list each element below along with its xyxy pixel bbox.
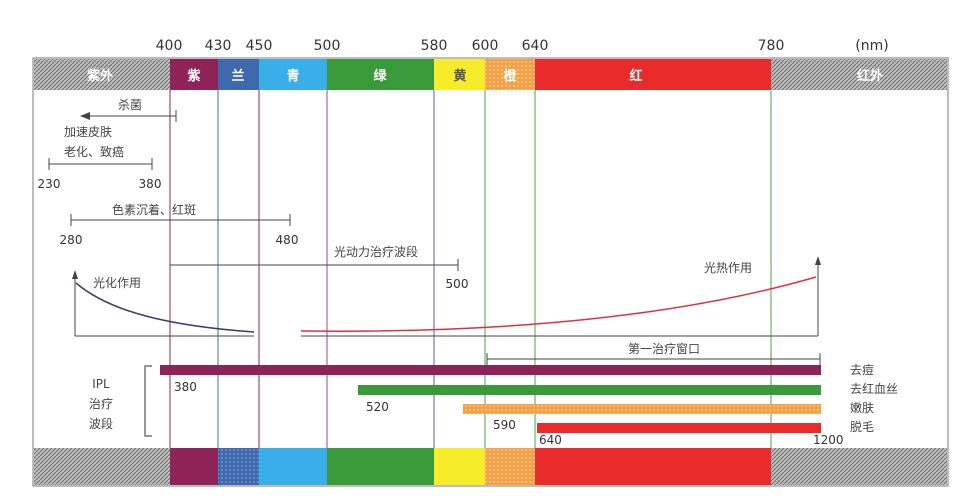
- aging-label-line1: 加速皮肤: [64, 124, 112, 139]
- ipl-label-line1: IPL: [92, 377, 110, 391]
- band-label-yellow: 黄: [453, 68, 466, 84]
- tick-580: 580: [421, 38, 448, 54]
- bottom-band-violet: [170, 448, 218, 485]
- band-indigo: [218, 59, 259, 90]
- ipl-label-line2: 治疗: [89, 397, 113, 411]
- sterilize-range: 杀菌: [80, 97, 177, 122]
- pigment-end: 480: [276, 233, 299, 247]
- ipl-label-line3: 波段: [89, 416, 113, 431]
- bottom-band-yellow: [434, 448, 485, 485]
- ipl-bar-hair-removal-end: 1200: [813, 433, 844, 447]
- first-window-range: 第一治疗窗口: [486, 342, 821, 365]
- pdt-range: 光动力治疗波段 500: [170, 244, 468, 291]
- photothermal-label: 光热作用: [704, 261, 752, 275]
- ipl-bar-rejuvenation-label: 嫩肤: [850, 400, 874, 415]
- band-label-indigo: 兰: [231, 68, 244, 84]
- band-label-green: 绿: [373, 68, 387, 84]
- tick-430: 430: [205, 38, 232, 54]
- band-ir: [771, 59, 947, 90]
- ipl-bar-rejuvenation-start: 590: [493, 418, 516, 432]
- band-label-orange: 橙: [503, 68, 517, 84]
- diagram-frame: [32, 57, 949, 487]
- bottom-band-indigo: [218, 448, 259, 485]
- ipl-bar-vessels-label: 去红血丝: [850, 381, 898, 396]
- tick-640: 640: [522, 38, 549, 54]
- first-window-label: 第一治疗窗口: [628, 342, 700, 356]
- band-violet: [170, 59, 218, 90]
- aging-end: 380: [139, 177, 162, 191]
- band-yellow: [434, 59, 485, 90]
- ipl-bar-rejuvenation: [463, 404, 821, 414]
- ipl-bar-hair-removal-start: 640: [539, 433, 562, 447]
- pdt-label: 光动力治疗波段: [334, 244, 418, 259]
- ipl-bar-acne-label: 去痘: [850, 362, 874, 377]
- band-cyan: [259, 59, 327, 90]
- ipl-bars: 380 去痘 520 去红血丝 590 嫩肤 640 1200 脱毛: [160, 362, 898, 447]
- ipl-bar-vessels-start: 520: [366, 400, 389, 414]
- bottom-spectrum-band: [34, 448, 947, 485]
- tick-500: 500: [314, 38, 341, 54]
- pigment-start: 280: [60, 233, 83, 247]
- tick-780: 780: [758, 38, 785, 54]
- photothermal-curve: 光热作用: [300, 256, 821, 337]
- aging-label-line2: 老化、致癌: [64, 144, 124, 159]
- photochem-curve: 光化作用: [72, 270, 255, 337]
- band-green: [327, 59, 434, 90]
- pigment-label: 色素沉着、红斑: [112, 202, 196, 217]
- bottom-band-orange: [485, 448, 535, 485]
- band-label-cyan: 青: [286, 68, 299, 84]
- photochem-label: 光化作用: [93, 276, 141, 290]
- aging-range: 加速皮肤 老化、致癌 230 380: [38, 124, 162, 191]
- ipl-group-label: IPL 治疗 波段: [89, 365, 152, 437]
- tick-400: 400: [156, 38, 183, 54]
- pdt-end: 500: [446, 277, 469, 291]
- bottom-band-uv: [34, 448, 170, 485]
- unit-label: (nm): [855, 38, 888, 54]
- band-label-red: 红: [629, 68, 642, 84]
- band-label-ir: 红外: [857, 68, 883, 84]
- bottom-band-cyan: [259, 448, 327, 485]
- bottom-band-ir: [771, 448, 947, 485]
- band-red: [535, 59, 771, 90]
- ipl-bar-acne-start: 380: [174, 380, 197, 394]
- aging-start: 230: [38, 177, 61, 191]
- bottom-band-green: [327, 448, 434, 485]
- band-uv: [34, 59, 170, 90]
- ipl-bar-acne: [160, 365, 821, 375]
- ipl-bar-vessels: [358, 385, 821, 395]
- band-orange: [485, 59, 535, 90]
- pigment-range: 色素沉着、红斑 280 480: [60, 202, 299, 247]
- bottom-band-red: [535, 448, 771, 485]
- tick-450: 450: [246, 38, 273, 54]
- ipl-bar-hair-removal: [537, 423, 821, 433]
- band-label-uv: 紫外: [87, 68, 113, 84]
- sterilize-label: 杀菌: [118, 97, 142, 112]
- top-spectrum-band: [34, 59, 947, 90]
- tick-600: 600: [472, 38, 499, 54]
- ipl-bar-hair-removal-label: 脱毛: [850, 419, 874, 434]
- band-label-violet: 紫: [187, 68, 200, 84]
